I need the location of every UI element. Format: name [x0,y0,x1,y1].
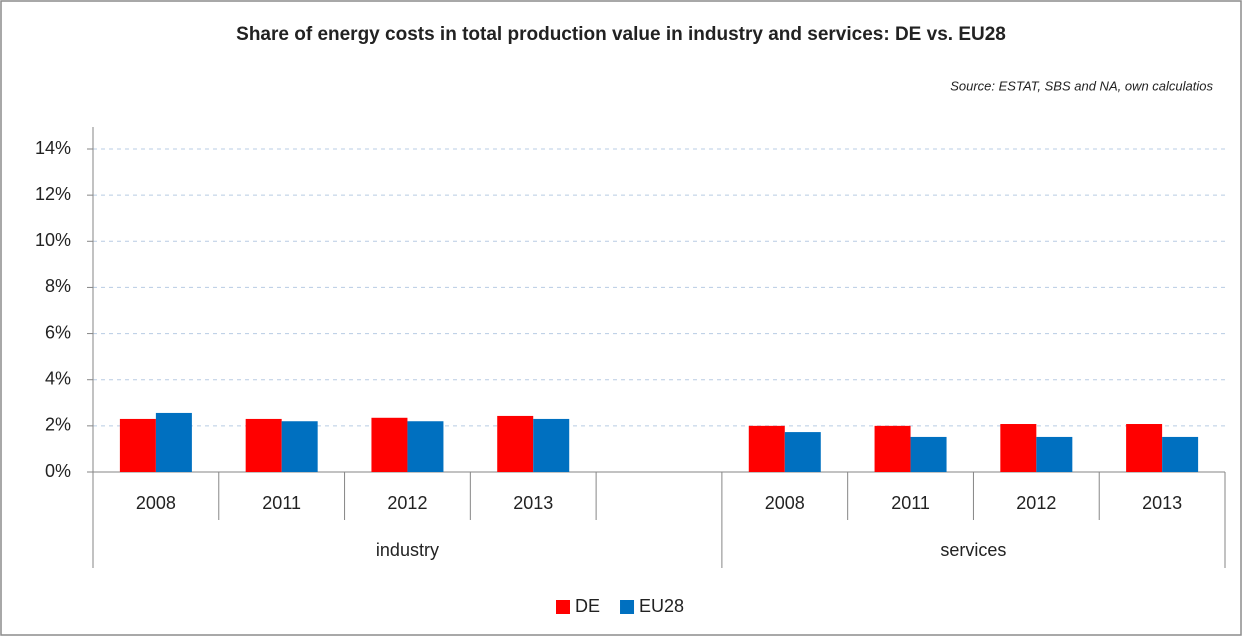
legend-label: DE [575,596,600,616]
bar [497,415,534,472]
y-tick-label: 6% [45,322,71,342]
group-label: industry [376,540,439,560]
y-tick-label: 10% [35,230,71,250]
bar [1126,424,1163,472]
x-tick-label: 2008 [136,493,176,513]
y-tick-label: 0% [45,461,71,481]
bar [533,418,570,472]
bar [1036,436,1073,472]
y-tick-label: 8% [45,276,71,296]
x-tick-label: 2012 [387,493,427,513]
bar [910,436,947,472]
group-label: services [940,540,1006,560]
bar [1000,424,1037,472]
x-tick-label: 2012 [1016,493,1056,513]
bar [281,421,318,472]
x-tick-label: 2011 [891,493,930,513]
legend-label: EU28 [639,596,684,616]
y-tick-label: 12% [35,184,71,204]
chart-title: Share of energy costs in total productio… [236,24,1006,45]
y-tick-label: 2% [45,415,71,435]
y-tick-label: 4% [45,368,71,388]
bar [784,432,821,472]
legend-swatch [620,600,635,614]
y-tick-label: 14% [35,138,71,158]
x-tick-label: 2008 [765,493,805,513]
bar [1162,436,1199,472]
bar [748,425,785,472]
bar [245,418,282,472]
bar [371,417,408,472]
bar [119,418,156,472]
bar [155,412,192,472]
source-note: Source: ESTAT, SBS and NA, own calculati… [950,78,1213,93]
bar [874,425,911,472]
x-tick-label: 2011 [262,493,301,513]
bar [407,421,444,472]
legend-swatch [556,600,570,614]
x-tick-label: 2013 [1142,493,1182,513]
x-tick-label: 2013 [513,493,553,513]
